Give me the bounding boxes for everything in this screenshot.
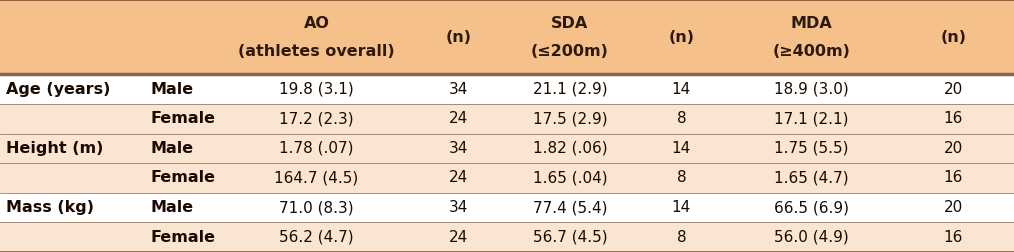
Bar xyxy=(0,104,1014,134)
Text: 16: 16 xyxy=(943,111,963,126)
Text: 71.0 (8.3): 71.0 (8.3) xyxy=(279,200,354,215)
Text: Male: Male xyxy=(150,200,194,215)
Text: 34: 34 xyxy=(448,141,468,156)
Text: 24: 24 xyxy=(449,230,467,245)
Text: 16: 16 xyxy=(943,230,963,245)
Text: 18.9 (3.0): 18.9 (3.0) xyxy=(774,82,849,97)
Text: 1.82 (.06): 1.82 (.06) xyxy=(532,141,607,156)
Text: 164.7 (4.5): 164.7 (4.5) xyxy=(274,170,359,185)
Text: 77.4 (5.4): 77.4 (5.4) xyxy=(532,200,607,215)
Text: SDA: SDA xyxy=(552,16,588,31)
Text: (n): (n) xyxy=(668,30,695,45)
Text: Male: Male xyxy=(150,82,194,97)
Bar xyxy=(0,74,1014,104)
Text: 17.2 (2.3): 17.2 (2.3) xyxy=(279,111,354,126)
Text: MDA: MDA xyxy=(790,16,832,31)
Text: 1.65 (4.7): 1.65 (4.7) xyxy=(774,170,849,185)
Text: 14: 14 xyxy=(672,200,691,215)
Text: 17.5 (2.9): 17.5 (2.9) xyxy=(532,111,607,126)
Bar xyxy=(0,193,1014,222)
Text: (≤200m): (≤200m) xyxy=(531,44,608,58)
Text: Female: Female xyxy=(150,170,215,185)
Text: (n): (n) xyxy=(940,30,966,45)
Text: 14: 14 xyxy=(672,141,691,156)
Bar xyxy=(0,0,1014,74)
Text: 66.5 (6.9): 66.5 (6.9) xyxy=(774,200,849,215)
Bar xyxy=(0,163,1014,193)
Bar xyxy=(0,222,1014,252)
Text: 20: 20 xyxy=(944,200,962,215)
Text: Age (years): Age (years) xyxy=(6,82,111,97)
Text: 14: 14 xyxy=(672,82,691,97)
Text: 34: 34 xyxy=(448,82,468,97)
Text: AO: AO xyxy=(303,16,330,31)
Text: (n): (n) xyxy=(445,30,472,45)
Text: 1.65 (.04): 1.65 (.04) xyxy=(532,170,607,185)
Text: 20: 20 xyxy=(944,141,962,156)
Text: 56.7 (4.5): 56.7 (4.5) xyxy=(532,230,607,245)
Bar xyxy=(0,134,1014,163)
Text: 17.1 (2.1): 17.1 (2.1) xyxy=(774,111,849,126)
Text: 20: 20 xyxy=(944,82,962,97)
Text: 21.1 (2.9): 21.1 (2.9) xyxy=(532,82,607,97)
Text: (≥400m): (≥400m) xyxy=(773,44,850,58)
Text: 56.2 (4.7): 56.2 (4.7) xyxy=(279,230,354,245)
Text: Mass (kg): Mass (kg) xyxy=(6,200,94,215)
Text: Height (m): Height (m) xyxy=(6,141,103,156)
Text: 1.75 (5.5): 1.75 (5.5) xyxy=(774,141,849,156)
Text: 16: 16 xyxy=(943,170,963,185)
Text: Female: Female xyxy=(150,230,215,245)
Text: 8: 8 xyxy=(676,111,686,126)
Text: (athletes overall): (athletes overall) xyxy=(238,44,394,58)
Text: 24: 24 xyxy=(449,111,467,126)
Text: 8: 8 xyxy=(676,230,686,245)
Text: 19.8 (3.1): 19.8 (3.1) xyxy=(279,82,354,97)
Text: Female: Female xyxy=(150,111,215,126)
Text: 34: 34 xyxy=(448,200,468,215)
Text: 8: 8 xyxy=(676,170,686,185)
Text: 1.78 (.07): 1.78 (.07) xyxy=(279,141,354,156)
Text: Male: Male xyxy=(150,141,194,156)
Text: 24: 24 xyxy=(449,170,467,185)
Text: 56.0 (4.9): 56.0 (4.9) xyxy=(774,230,849,245)
